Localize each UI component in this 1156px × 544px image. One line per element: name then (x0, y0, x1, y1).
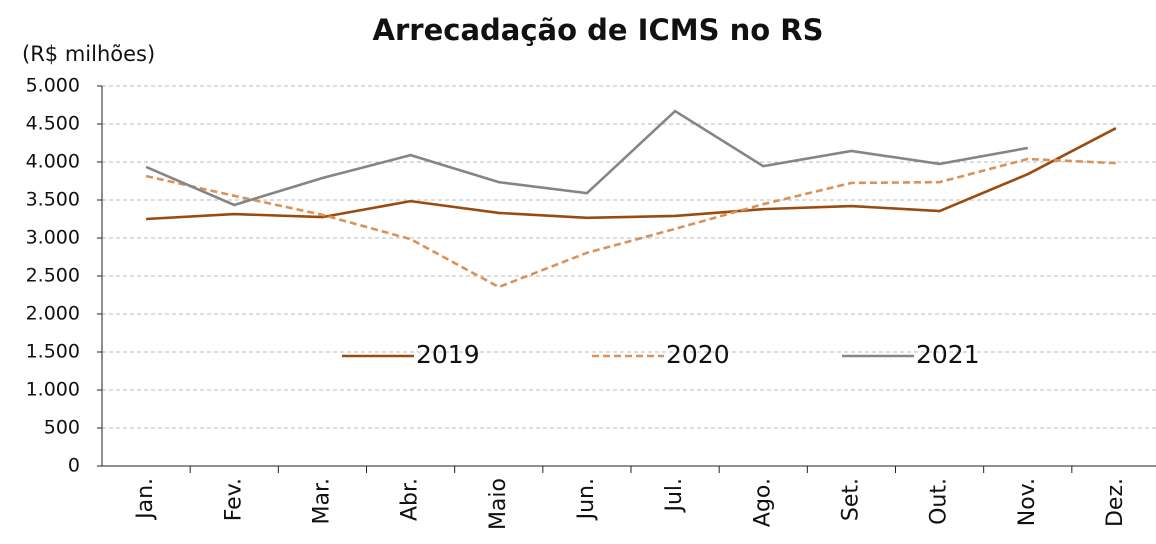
data-line (145, 109, 1028, 207)
legend-label: 2020 (666, 340, 730, 369)
y-tick-label: 3.000 (26, 227, 80, 249)
y-tick-label: 4.500 (26, 113, 80, 135)
legend: 2019 2020 2021 (342, 340, 980, 369)
y-tick-label: 2.500 (26, 265, 80, 287)
y-tick-label: 1.500 (26, 341, 80, 363)
x-tick-label: Dez. (1103, 478, 1128, 527)
x-tick-label: Jun. (574, 478, 599, 521)
x-tick-label: Out. (927, 478, 952, 525)
data-line (145, 157, 1116, 289)
x-tick-label: Mar. (309, 478, 334, 524)
x-tick-label: Abr. (398, 478, 423, 521)
x-tick-label: Ago. (750, 478, 775, 527)
y-tick-label: 500 (44, 417, 80, 439)
y-tick-label: 1.000 (26, 379, 80, 401)
y-tick-label: 5.000 (26, 75, 80, 97)
x-tick-label: Nov. (1015, 478, 1040, 526)
y-tick-label: 3.500 (26, 189, 80, 211)
chart-title: Arrecadação de ICMS no RS (373, 13, 824, 47)
x-tick-label: Maio (486, 478, 511, 530)
data-line (146, 127, 1117, 221)
x-tick-label: Fev. (221, 478, 246, 521)
y-tick-label: 2.000 (26, 303, 80, 325)
legend-label: 2019 (416, 340, 480, 369)
x-tick-label: Jan. (133, 478, 158, 521)
x-tick-label: Jul. (662, 478, 687, 514)
y-tick-label: 4.000 (26, 151, 80, 173)
y-tick-label: 0 (68, 455, 80, 477)
legend-label: 2021 (916, 340, 980, 369)
x-tick-label: Set. (838, 478, 863, 521)
y-axis-label: (R$ milhões) (22, 42, 155, 66)
